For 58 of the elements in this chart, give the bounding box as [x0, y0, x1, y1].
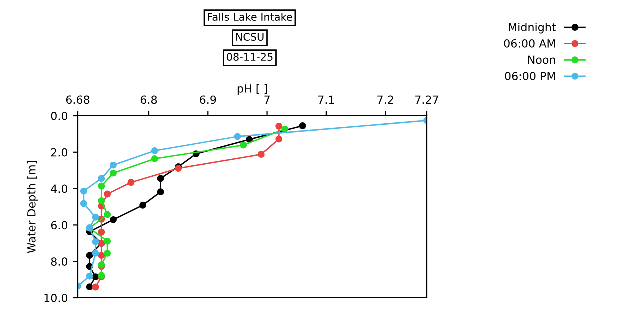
- x-tick-label: 7.2: [378, 96, 394, 104]
- point: [86, 284, 94, 291]
- point: [128, 179, 135, 186]
- point: [98, 175, 106, 182]
- legend-label: Midnight: [509, 22, 556, 34]
- point: [151, 155, 158, 162]
- point: [92, 238, 100, 246]
- point: [276, 122, 283, 130]
- point: [276, 136, 283, 143]
- x-tick-label: 6.8: [140, 96, 158, 104]
- point: [80, 200, 88, 208]
- point: [98, 228, 106, 236]
- point: [80, 188, 88, 195]
- point: [140, 202, 147, 209]
- point: [92, 284, 100, 291]
- point: [98, 182, 106, 190]
- y-tick-label: 0.0: [51, 112, 68, 120]
- legend-label: 06:00 AM: [504, 39, 556, 48]
- point: [258, 151, 265, 158]
- point: [246, 136, 254, 144]
- y-tick-label: 10.0: [44, 294, 68, 302]
- chart-subtitle: NCSU: [236, 33, 264, 42]
- x-axis-title: pH [ ]: [238, 84, 268, 96]
- point: [104, 211, 112, 218]
- x-tick-label: 6.68: [66, 96, 90, 104]
- x-tick-label: 6.9: [200, 96, 216, 104]
- point: [92, 250, 100, 257]
- y-tick-label: 4.0: [51, 184, 68, 194]
- point: [104, 238, 112, 245]
- point: [98, 198, 106, 204]
- x-tick-label: 7.1: [318, 96, 334, 104]
- point: [240, 142, 248, 149]
- point: [110, 170, 117, 177]
- point: [98, 252, 106, 260]
- y-axis-title: Water Depth [m]: [27, 161, 38, 254]
- point: [86, 272, 94, 280]
- y-tick-label: 8.0: [51, 258, 68, 266]
- point: [104, 190, 112, 198]
- point: [86, 252, 94, 260]
- point: [299, 122, 306, 130]
- chart-title: Falls Lake Intake: [208, 12, 292, 22]
- legend-label: Noon: [528, 56, 556, 64]
- x-tick-label: 7: [264, 96, 270, 104]
- point: [151, 147, 158, 154]
- point: [234, 133, 242, 140]
- point: [157, 175, 164, 182]
- y-tick-label: 6.0: [51, 221, 68, 230]
- text: 08-11-25: [227, 53, 273, 62]
- point: [92, 214, 100, 221]
- point: [110, 216, 117, 224]
- point: [110, 162, 117, 169]
- legend-label: 06:00 PM: [505, 72, 556, 80]
- x-tick-label: 7.27: [416, 96, 438, 104]
- point: [92, 274, 100, 281]
- y-tick-label: 2.0: [51, 148, 68, 157]
- point: [104, 250, 112, 257]
- point: [282, 126, 289, 133]
- point: [157, 188, 164, 196]
